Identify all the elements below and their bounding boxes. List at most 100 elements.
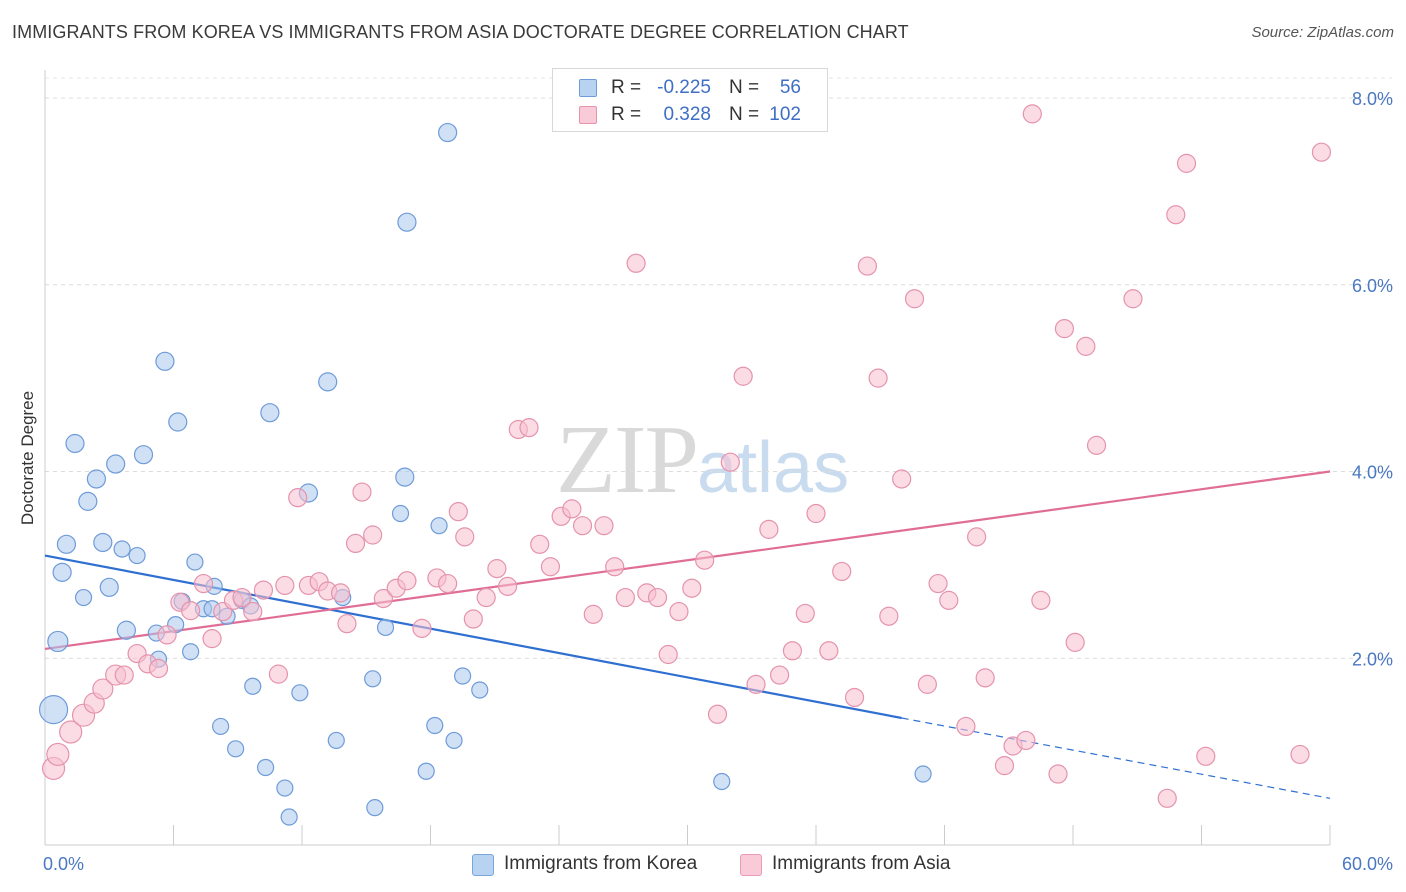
asia-point [626,253,646,273]
korea-point [366,799,384,817]
korea-point [186,553,204,571]
asia-point [1311,142,1332,162]
x-tick-label-max: 60.0% [1342,854,1393,874]
asia-point [819,641,839,661]
asia-point [148,658,169,679]
asia-point [519,418,539,438]
korea-point [280,808,298,826]
korea-point [52,562,72,582]
asia-point [669,601,689,622]
asia-point [463,609,483,629]
asia-point [658,644,678,665]
asia-point [337,614,357,634]
correlation-legend: R = -0.225 N = 56 R = 0.328 N = 102 [552,68,828,132]
korea-point [417,762,435,780]
korea-point [74,588,93,607]
legend-n-value-korea: 56 [779,77,801,98]
asia-trend-line [44,470,1331,651]
asia-point [288,488,308,508]
asia-point [157,625,177,645]
asia-point [1022,104,1042,124]
asia-point [397,571,417,591]
axes [44,70,1331,846]
korea-point [260,403,280,423]
asia-point [795,603,815,624]
asia-point [232,587,252,608]
y-tick-label: 8.0% [1352,89,1393,109]
asia-point [1054,319,1075,339]
legend-n-label: N = [729,104,760,125]
asia-point [806,503,826,524]
asia-point [1123,289,1143,309]
asia-point [594,516,614,536]
asia-point [59,720,83,744]
asia-point [857,256,878,276]
series-label-asia: Immigrants from Asia [772,853,951,874]
asia-point [832,561,852,582]
chart-title: IMMIGRANTS FROM KOREA VS IMMIGRANTS FROM… [12,22,909,42]
asia-point [202,629,222,649]
korea-point [128,546,146,565]
korea-point [364,670,382,688]
series-label-korea: Immigrants from Korea [504,853,698,874]
asia-point [1157,788,1177,808]
asia-point [438,573,458,594]
korea-point [256,758,275,777]
korea-point [327,731,345,750]
legend-n-value-asia: 102 [769,104,801,125]
korea-point [65,433,85,454]
korea-point [113,540,131,558]
asia-point [268,664,289,684]
asia-point [707,704,728,724]
asia-point [352,482,372,502]
asia-point [46,742,70,767]
asia-point [253,580,274,600]
asia-point [967,527,987,547]
asia-point [1031,590,1051,610]
asia-point [1290,744,1310,765]
asia-point [975,668,995,688]
asia-point [1076,336,1096,356]
korea-point [397,212,417,232]
asia-point [412,618,432,638]
asia-point [530,534,550,554]
asia-point [1048,764,1068,784]
korea-point [227,740,245,758]
legend-n-label: N = [729,77,760,98]
asia-point [448,502,468,522]
asia-point [363,525,383,545]
korea-point [78,491,98,511]
asia-point [720,452,740,472]
asia-point [487,559,507,579]
asia-point [868,368,888,388]
korea-point [454,667,472,685]
series-legend: Immigrants from Korea Immigrants from As… [0,852,1406,876]
korea-point [914,765,932,783]
data-points [38,104,1332,826]
korea-point [291,684,309,702]
series-korea-points [38,122,932,826]
korea-point [430,517,448,535]
korea-point [168,412,188,432]
watermark-zip: ZIP [556,406,699,514]
asia-point [345,533,366,554]
legend-row-korea: R = -0.225 N = 56 [553,75,827,101]
korea-point [471,681,489,699]
asia-point [373,588,393,609]
legend-swatch-korea [579,79,597,97]
asia-point [193,573,214,594]
series-swatch-asia [740,854,762,876]
asia-point [540,557,561,577]
asia-point [994,756,1015,776]
asia-point [330,583,351,603]
asia-point [769,665,790,685]
asia-point [605,557,625,577]
legend-r-label: R = [611,104,642,125]
korea-point [155,351,175,371]
asia-point [682,578,702,598]
asia-point [928,573,948,594]
asia-point [1176,153,1197,173]
legend-r-value-asia: 0.328 [663,104,711,125]
asia-point [476,587,496,608]
